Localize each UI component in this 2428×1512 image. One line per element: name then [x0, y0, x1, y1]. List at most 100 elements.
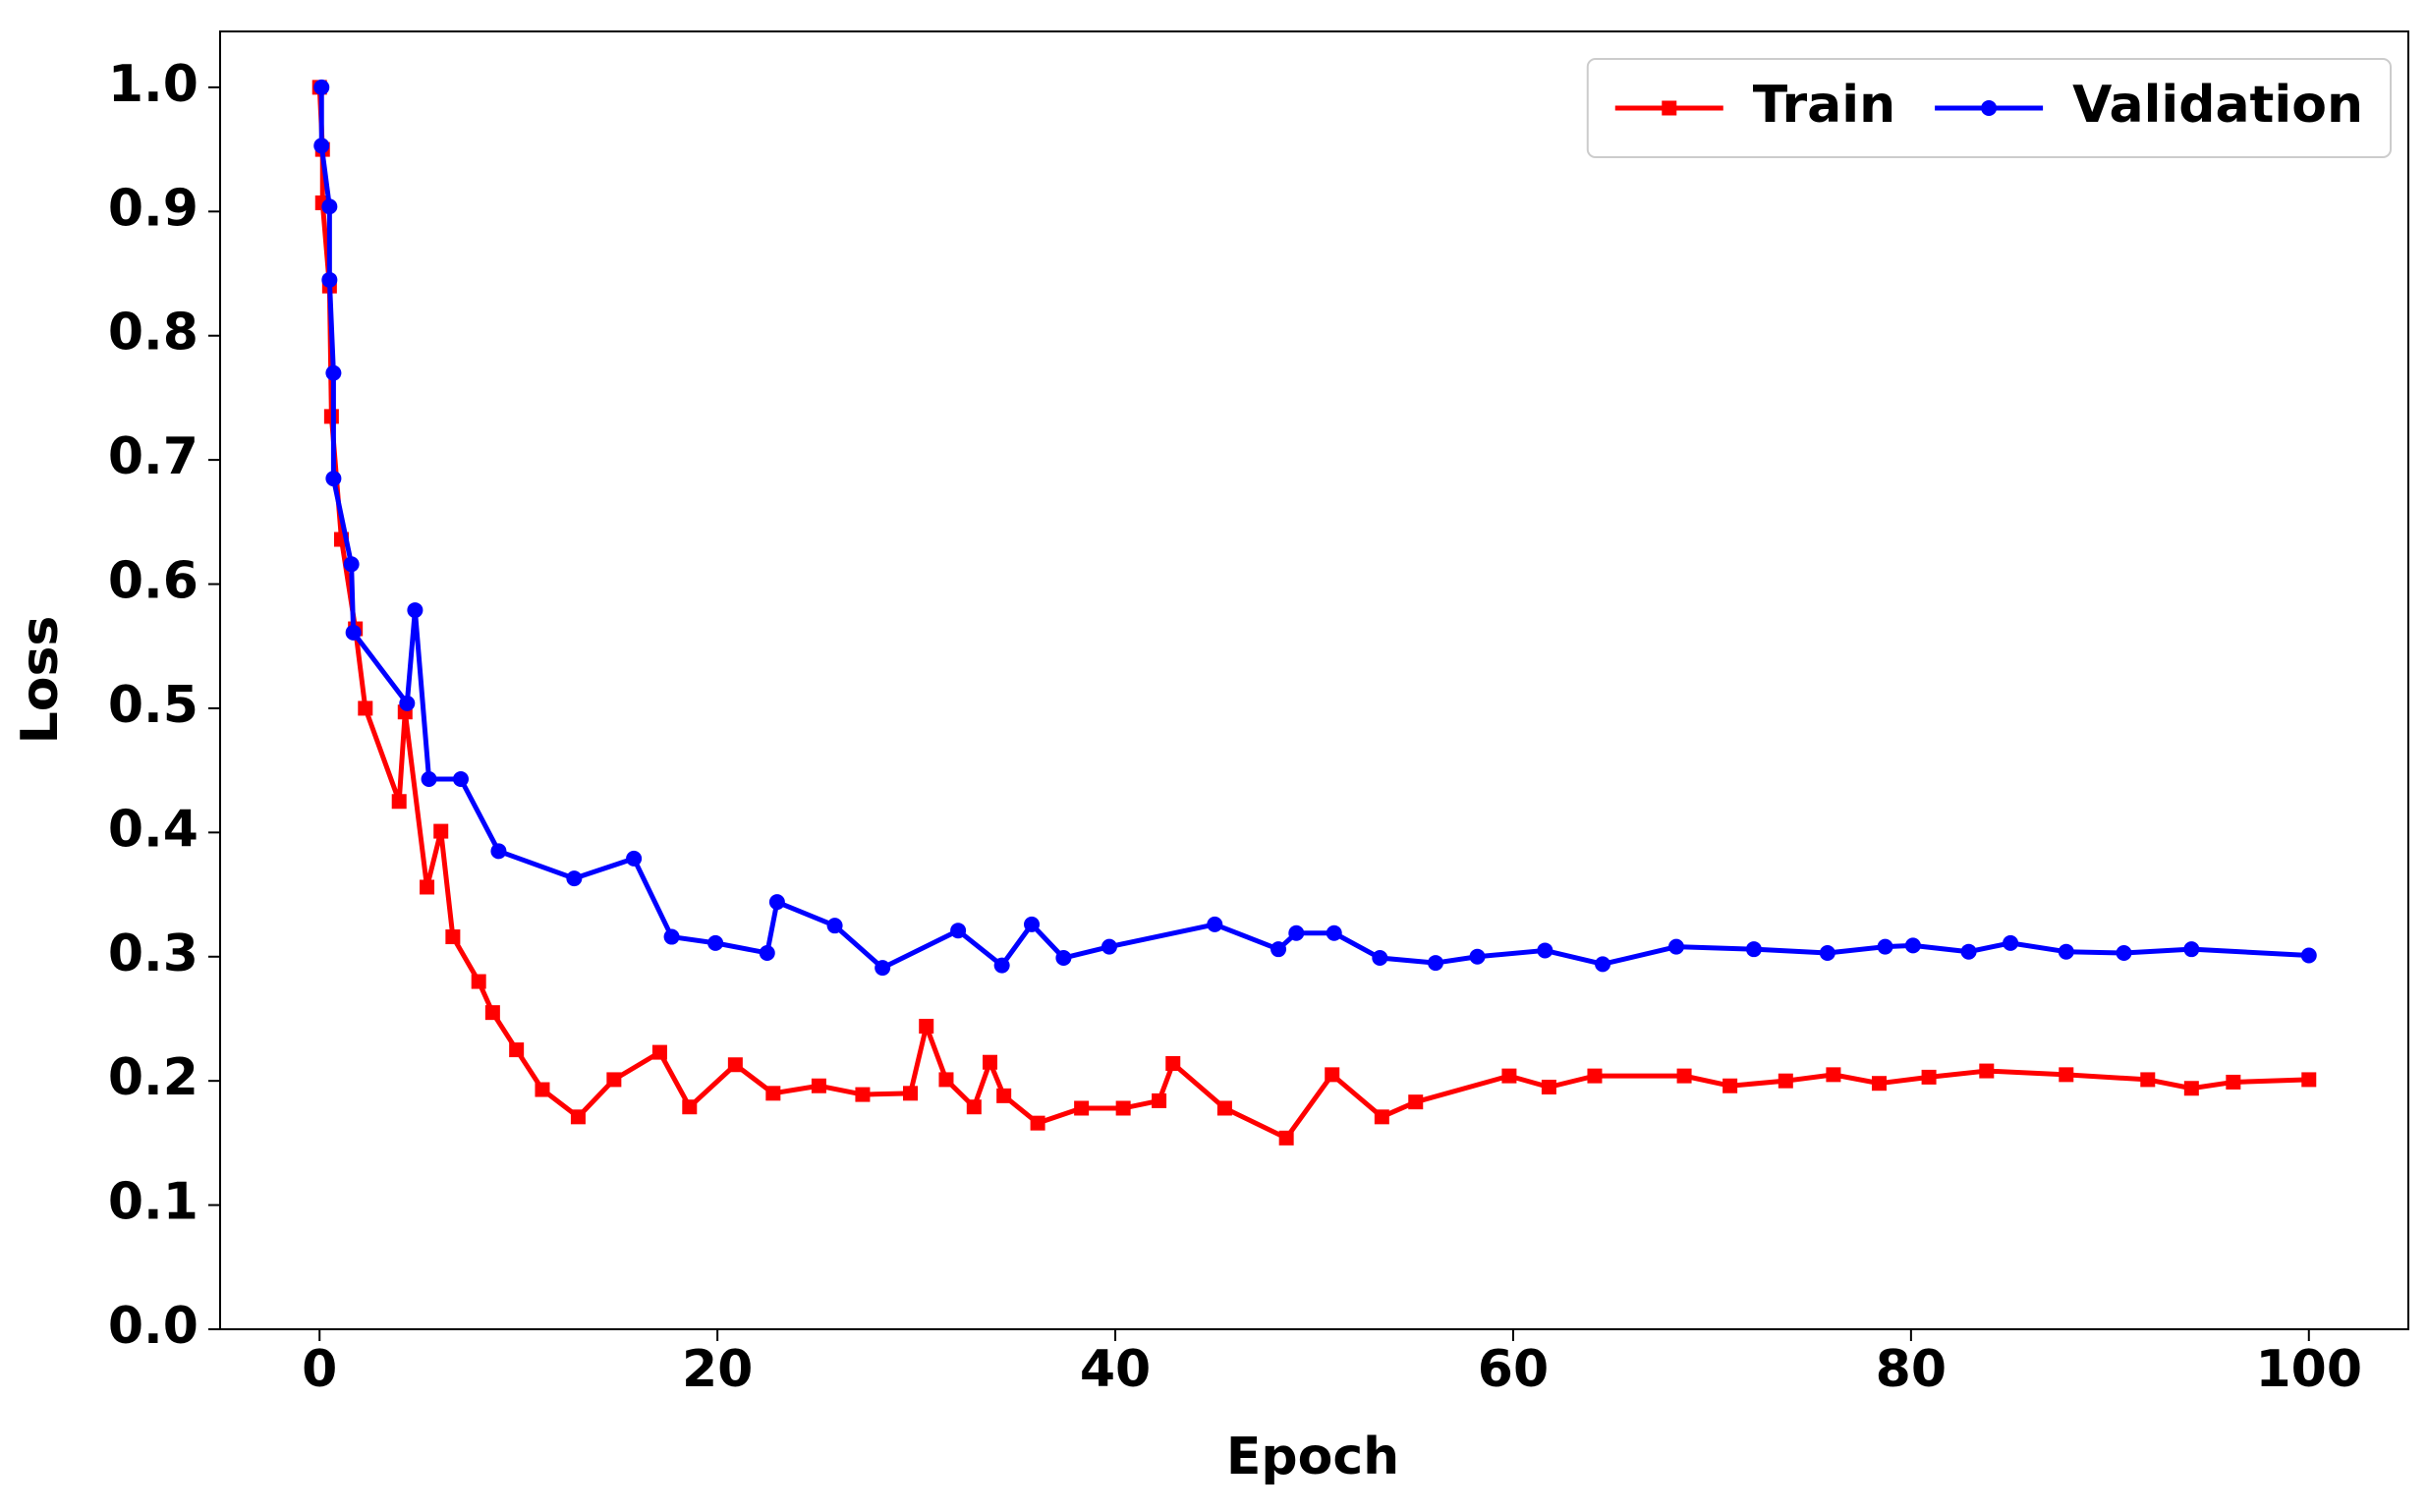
marker: [391, 794, 407, 810]
marker: [2003, 934, 2019, 951]
marker: [509, 1042, 525, 1058]
marker: [1288, 924, 1305, 941]
marker: [452, 770, 469, 787]
marker: [313, 138, 330, 154]
marker: [938, 1072, 954, 1088]
marker: [651, 1044, 667, 1060]
plot-frame: [219, 30, 2409, 1330]
x-tick-label: 0: [302, 1340, 337, 1399]
marker: [1030, 1115, 1045, 1131]
marker: [2301, 1072, 2317, 1088]
marker: [855, 1087, 871, 1102]
x-tick-label: 40: [1080, 1340, 1151, 1399]
y-tick-label: 0.7: [108, 427, 198, 486]
y-tick-label: 0.3: [108, 924, 198, 983]
y-tick-label: 0.1: [108, 1173, 198, 1232]
marker: [1278, 1130, 1294, 1146]
series-line: [316, 86, 2309, 1141]
marker: [1877, 938, 1893, 955]
marker: [2116, 944, 2132, 961]
marker: [1074, 1100, 1090, 1116]
marker: [1667, 938, 1684, 955]
marker: [626, 850, 643, 867]
marker: [1904, 937, 1921, 954]
marker: [875, 960, 891, 977]
marker: [1537, 942, 1553, 959]
marker: [1165, 1055, 1181, 1071]
marker: [2140, 1072, 2156, 1088]
marker: [1871, 1076, 1887, 1092]
marker: [471, 974, 486, 989]
marker: [1745, 941, 1762, 958]
marker: [1676, 1068, 1692, 1084]
marker: [1960, 943, 1977, 960]
marker: [1408, 1094, 1424, 1110]
x-axis-label: Epoch: [1226, 1428, 1399, 1486]
marker: [445, 929, 461, 945]
marker: [727, 1057, 743, 1073]
marker: [759, 944, 775, 961]
marker: [1979, 1063, 1995, 1079]
legend: Train Validation: [1586, 58, 2392, 158]
marker: [903, 1086, 919, 1101]
marker: [570, 1109, 586, 1125]
marker: [826, 918, 843, 934]
marker: [919, 1019, 934, 1035]
marker: [566, 870, 583, 887]
marker: [313, 79, 330, 95]
y-tick-label: 0.9: [108, 179, 198, 238]
marker: [321, 198, 338, 215]
marker: [2226, 1074, 2241, 1090]
marker: [407, 602, 423, 619]
marker: [2058, 943, 2074, 960]
marker: [966, 1099, 982, 1115]
y-tick-label: 0.5: [108, 676, 198, 735]
marker: [2300, 947, 2317, 964]
marker: [535, 1082, 550, 1097]
marker: [1325, 1067, 1340, 1083]
marker: [1024, 916, 1041, 932]
marker: [345, 624, 362, 641]
marker: [399, 695, 416, 711]
marker: [2183, 1081, 2199, 1096]
marker: [982, 1054, 997, 1070]
marker: [1427, 955, 1443, 972]
marker: [1587, 1068, 1603, 1084]
marker: [2059, 1067, 2074, 1083]
marker: [2183, 941, 2200, 958]
y-tick-label: 0.2: [108, 1048, 198, 1107]
marker: [358, 700, 373, 716]
marker: [1819, 944, 1835, 961]
marker: [433, 823, 449, 839]
legend-marker: [1662, 100, 1677, 116]
marker: [325, 471, 342, 487]
y-tick-label: 1.0: [108, 55, 198, 114]
marker: [663, 928, 680, 945]
x-tick-label: 20: [682, 1340, 753, 1399]
y-tick-label: 0.6: [108, 552, 198, 611]
marker: [765, 1086, 781, 1101]
y-axis-label: Loss: [11, 616, 70, 745]
marker: [421, 770, 437, 787]
marker: [1501, 1068, 1517, 1084]
series-line: [318, 86, 2309, 971]
marker: [993, 957, 1010, 974]
marker: [1921, 1069, 1937, 1085]
marker: [1778, 1073, 1793, 1089]
marker: [950, 923, 967, 939]
marker: [1152, 1092, 1167, 1108]
marker: [1216, 1100, 1232, 1116]
marker: [1326, 924, 1342, 941]
marker: [996, 1088, 1012, 1103]
marker: [325, 364, 342, 381]
legend-marker: [1981, 100, 1998, 116]
marker: [1055, 950, 1072, 967]
marker: [1595, 956, 1611, 973]
marker: [1101, 938, 1117, 955]
marker: [811, 1078, 826, 1093]
marker: [484, 1005, 500, 1021]
legend-label: Validation: [2072, 76, 2363, 135]
x-tick-label: 100: [2255, 1340, 2362, 1399]
marker: [490, 843, 507, 860]
